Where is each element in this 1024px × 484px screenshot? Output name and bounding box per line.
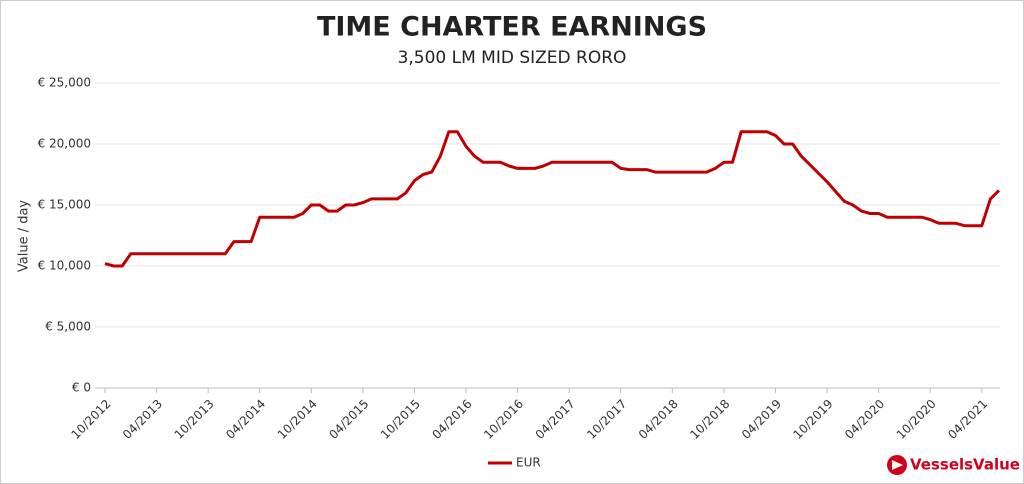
chart-subtitle: 3,500 LM MID SIZED RORO (398, 48, 627, 68)
y-tick-label: € 5,000 (45, 320, 91, 334)
logo-icon-arrow (892, 460, 903, 470)
y-tick-label: € 0 (72, 381, 91, 395)
y-tick-label: € 25,000 (38, 76, 91, 90)
logo: VesselsValue (887, 455, 1020, 475)
y-tick-label: € 15,000 (38, 198, 91, 212)
y-tick-label: € 10,000 (38, 259, 91, 273)
logo-text: VesselsValue (910, 456, 1020, 474)
chart-title: TIME CHARTER EARNINGS (317, 12, 707, 43)
y-tick-label: € 20,000 (38, 137, 91, 151)
y-axis-label: Value / day (17, 200, 32, 273)
line-series (104, 130, 1001, 268)
legend-label: EUR (516, 456, 541, 470)
